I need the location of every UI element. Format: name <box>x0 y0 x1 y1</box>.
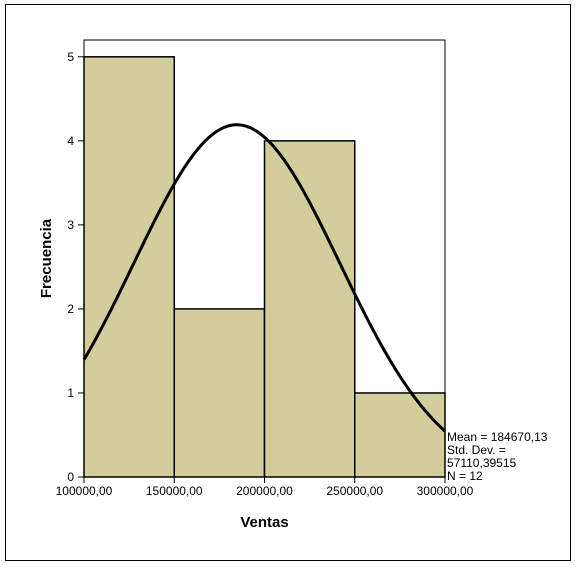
x-tick-label: 100000,00 <box>56 484 113 498</box>
stats-line: N = 12 <box>447 469 483 483</box>
y-tick-label: 2 <box>67 302 74 316</box>
histogram-bars <box>83 56 446 478</box>
y-tick-label: 4 <box>67 134 74 148</box>
histogram-bar-3 <box>263 140 356 478</box>
y-tick-label: 0 <box>67 470 74 484</box>
x-tick-label: 200000,00 <box>236 484 293 498</box>
y-axis-label: Frecuencia <box>38 218 55 298</box>
histogram-bar-4 <box>354 392 446 478</box>
normal-curve <box>82 123 447 433</box>
x-tick-label: 300000,00 <box>417 484 474 498</box>
stats-line: Std. Dev. = <box>447 443 506 457</box>
x-tick-label: 250000,00 <box>326 484 383 498</box>
x-axis-label: Ventas <box>240 514 288 531</box>
y-tick-label: 5 <box>67 50 74 64</box>
y-tick-label: 3 <box>67 218 74 232</box>
histogram-bar-2 <box>173 308 266 478</box>
stats-line: Mean = 184670,13 <box>447 430 548 444</box>
stats-line: 57110,39515 <box>447 456 517 470</box>
y-axis: 0 1 2 3 4 5 <box>67 50 84 484</box>
y-tick-label: 1 <box>67 386 74 400</box>
x-axis: 100000,00 150000,00 200000,00 250000,00 3000… <box>56 477 474 498</box>
x-tick-label: 150000,00 <box>146 484 203 498</box>
histogram-bar-1 <box>83 56 175 478</box>
